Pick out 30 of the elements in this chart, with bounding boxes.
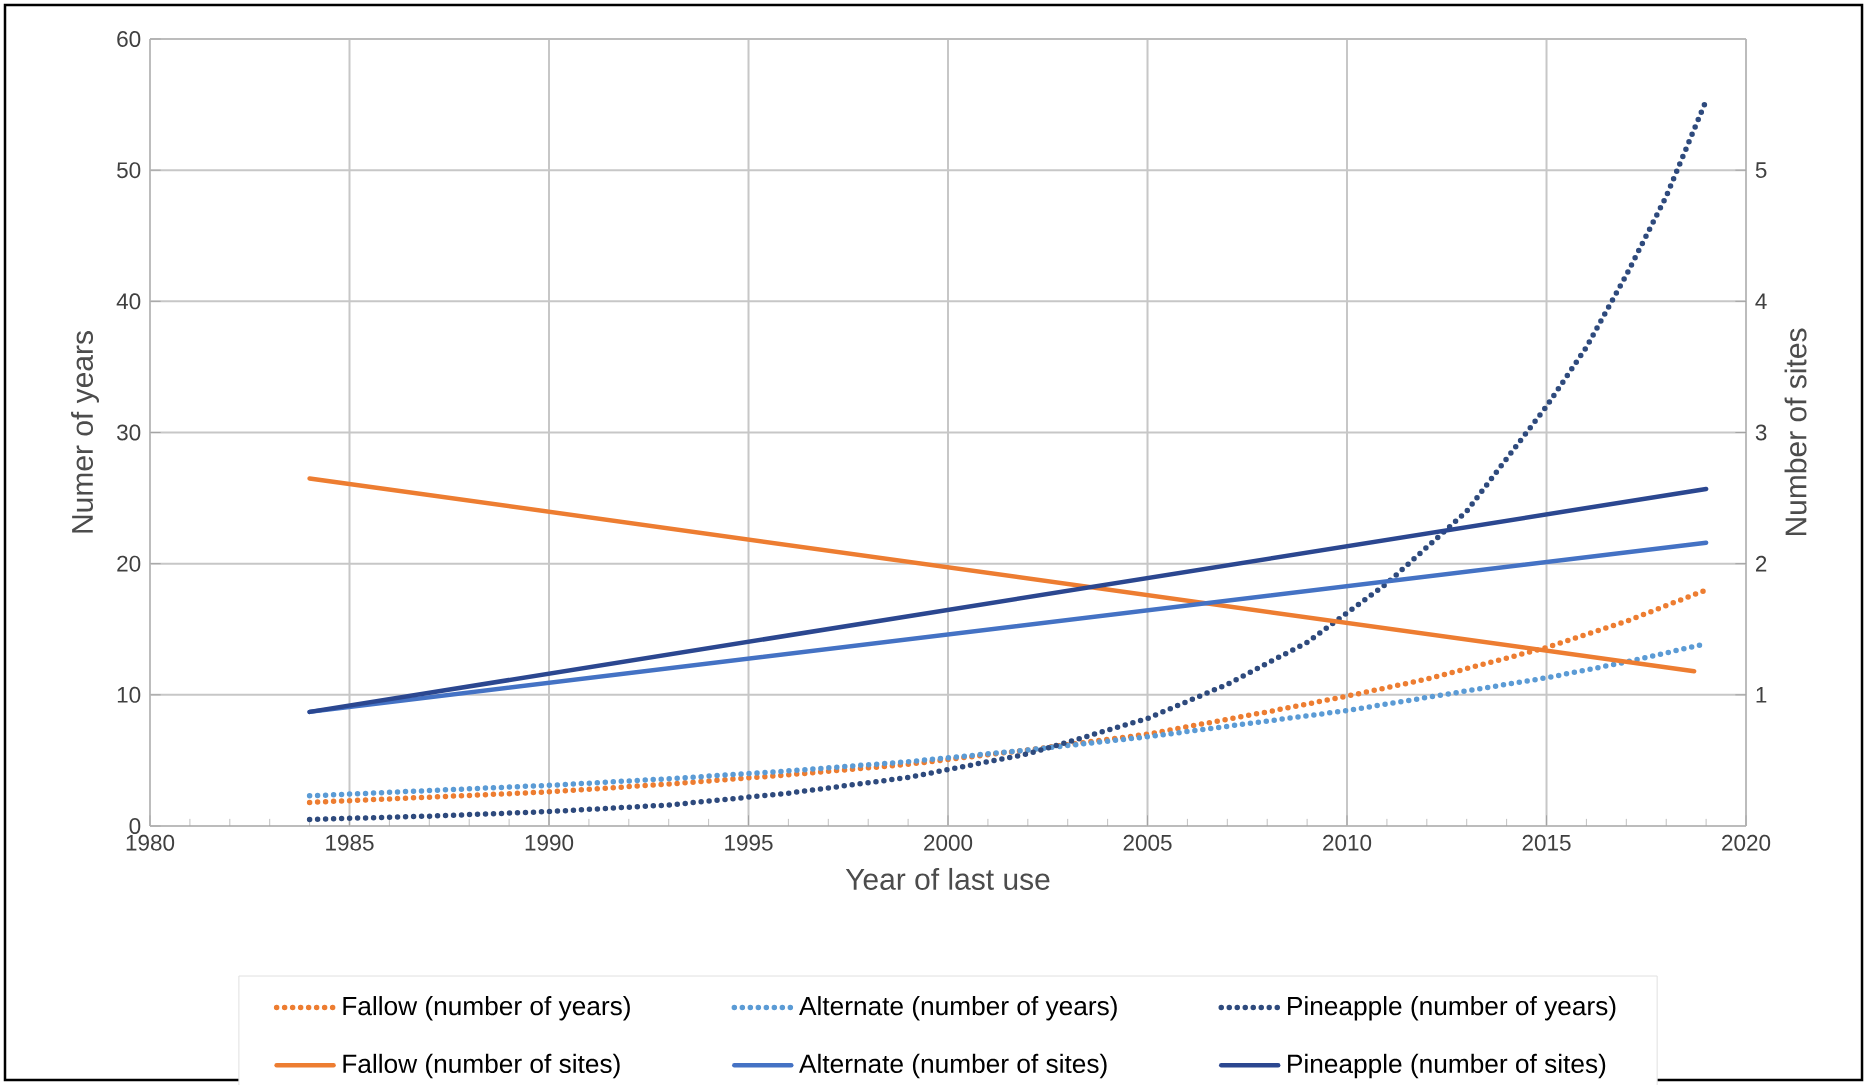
y2-tick-label: 4 <box>1755 293 1767 310</box>
y-tick-label: 50 <box>117 162 141 179</box>
legend-label: Pineapple (number of years) <box>1288 996 1616 1021</box>
legend-label: Pineapple (number of sites) <box>1288 1053 1606 1079</box>
y-tick-label: 60 <box>117 31 141 47</box>
x-tick-label: 1980 <box>126 834 175 851</box>
legend-label: Fallow (number of sites) <box>343 1053 620 1079</box>
x-tick-label: 1985 <box>326 834 374 851</box>
y-tick-label: 0 <box>129 818 141 834</box>
x-tick-label: 2015 <box>1522 834 1571 851</box>
x-axis-title: Year of last use <box>845 867 1050 890</box>
y2-tick-label: 2 <box>1755 555 1767 572</box>
y-tick-label: 10 <box>117 686 141 703</box>
x-tick-label: 1990 <box>525 834 574 851</box>
legend-label: Alternate (number of years) <box>799 996 1117 1021</box>
legend-label: Alternate (number of sites) <box>799 1053 1107 1079</box>
x-tick-label: 1995 <box>725 834 773 851</box>
x-tick-label: 2005 <box>1123 834 1172 851</box>
y-tick-label: 40 <box>116 293 141 310</box>
y-tick-label: 30 <box>117 424 141 441</box>
legend-label: Fallow (number of years) <box>343 996 630 1021</box>
y-tick-label: 20 <box>117 555 141 572</box>
y2-tick-label: 5 <box>1755 162 1767 179</box>
x-tick-label: 2020 <box>1722 834 1771 851</box>
y2-tick-label: 1 <box>1756 687 1767 703</box>
x-tick-label: 2010 <box>1323 834 1372 851</box>
y-axis-title: Numer of years <box>71 331 99 533</box>
y2-axis-title: Number of sites <box>1784 328 1807 536</box>
y2-tick-label: 3 <box>1755 424 1767 441</box>
x-tick-label: 2000 <box>924 834 973 851</box>
